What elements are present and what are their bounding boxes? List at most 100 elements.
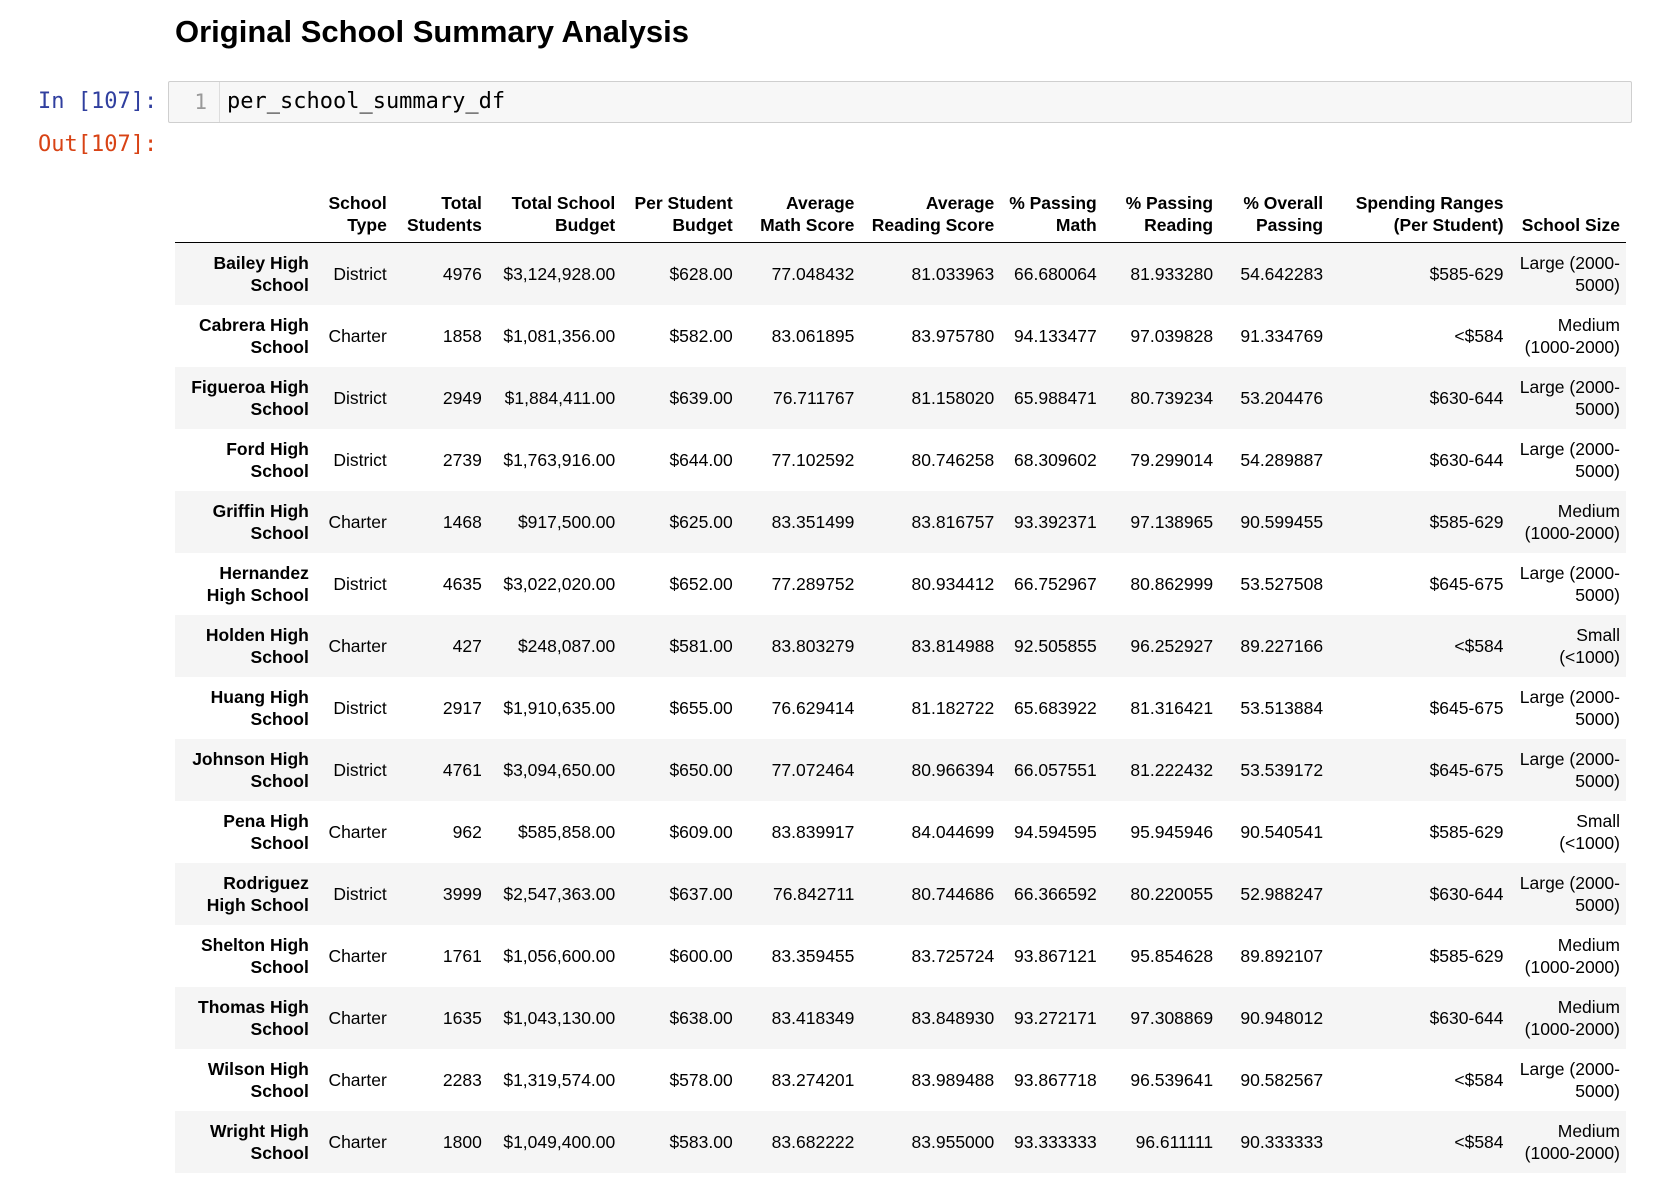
row-label: Holden High School bbox=[205, 624, 309, 667]
row-label: Huang High School bbox=[210, 686, 309, 729]
table-cell: 66.752967 bbox=[1014, 573, 1097, 594]
table-cell: Large (2000-5000) bbox=[1519, 376, 1620, 419]
table-cell: $625.00 bbox=[669, 511, 733, 532]
table-cell: District bbox=[333, 759, 387, 780]
table-cell: District bbox=[333, 573, 387, 594]
table-cell: 68.309602 bbox=[1014, 449, 1097, 470]
table-cell: $1,910,635.00 bbox=[503, 697, 616, 718]
table-cell: Large (2000-5000) bbox=[1519, 438, 1620, 481]
table-cell: <$584 bbox=[1454, 1069, 1504, 1090]
table-cell: $652.00 bbox=[669, 573, 733, 594]
table-cell: 81.158020 bbox=[911, 387, 995, 408]
table-row: Wright High School Charter 1800 $1,049,400.… bbox=[175, 1110, 1626, 1173]
table-cell: $1,049,400.00 bbox=[503, 1131, 616, 1152]
table-cell: 83.803279 bbox=[771, 635, 855, 656]
section-heading: Original School Summary Analysis bbox=[175, 14, 689, 49]
table-cell: 3999 bbox=[442, 883, 482, 904]
row-label: Figueroa High School bbox=[191, 376, 309, 419]
table-cell: Medium (1000-2000) bbox=[1524, 1120, 1620, 1163]
table-cell: $630-644 bbox=[1429, 1007, 1504, 1028]
table-cell: 1761 bbox=[442, 945, 482, 966]
table-row: Cabrera High School Charter 1858 $1,081,356… bbox=[175, 305, 1626, 367]
table-cell: $581.00 bbox=[669, 635, 733, 656]
table-cell: 90.599455 bbox=[1240, 511, 1324, 532]
table-cell: 1635 bbox=[442, 1007, 482, 1028]
column-header: % Passing Reading bbox=[1102, 160, 1220, 243]
table-cell: 96.539641 bbox=[1130, 1069, 1214, 1090]
column-header: School Size bbox=[1509, 160, 1626, 243]
table-cell: $583.00 bbox=[669, 1131, 733, 1152]
table-cell: 80.220055 bbox=[1130, 883, 1214, 904]
row-label: Cabrera High School bbox=[198, 314, 309, 357]
code-cell-input[interactable]: 1 per_school_summary_df bbox=[168, 81, 1632, 123]
table-cell: $645-675 bbox=[1429, 573, 1504, 594]
table-cell: Large (2000-5000) bbox=[1519, 562, 1620, 605]
table-cell: 2283 bbox=[442, 1069, 482, 1090]
row-label: Wilson High School bbox=[207, 1058, 309, 1101]
row-label: Thomas High School bbox=[198, 996, 309, 1039]
table-cell: 79.299014 bbox=[1130, 449, 1214, 470]
table-cell: 53.539172 bbox=[1240, 759, 1324, 780]
table-cell: Charter bbox=[328, 1131, 387, 1152]
table-cell: 90.948012 bbox=[1240, 1007, 1324, 1028]
table-cell: 89.892107 bbox=[1240, 945, 1324, 966]
column-header: % Overall Passing bbox=[1219, 160, 1330, 243]
table-cell: $1,763,916.00 bbox=[503, 449, 616, 470]
table-cell: Medium (1000-2000) bbox=[1524, 934, 1620, 977]
table-cell: Charter bbox=[328, 1069, 387, 1090]
table-cell: 77.072464 bbox=[771, 759, 855, 780]
table-cell: Large (2000-5000) bbox=[1519, 1058, 1620, 1101]
table-cell: $585-629 bbox=[1429, 945, 1504, 966]
table-cell: 83.848930 bbox=[911, 1007, 995, 1028]
row-label: Ford High School bbox=[226, 438, 309, 481]
dataframe-table: School Type Total Students Total School Bu… bbox=[175, 160, 1626, 1173]
table-cell: 90.582567 bbox=[1240, 1069, 1324, 1090]
code-line[interactable]: per_school_summary_df bbox=[227, 89, 506, 114]
table-cell: 91.334769 bbox=[1240, 325, 1324, 346]
table-cell: 90.333333 bbox=[1240, 1131, 1324, 1152]
table-cell: 96.252927 bbox=[1130, 635, 1214, 656]
table-cell: 53.527508 bbox=[1240, 573, 1324, 594]
table-cell: <$584 bbox=[1454, 325, 1504, 346]
table-cell: 89.227166 bbox=[1240, 635, 1324, 656]
table-cell: 80.934412 bbox=[911, 573, 995, 594]
table-cell: $3,094,650.00 bbox=[503, 759, 616, 780]
table-cell: District bbox=[333, 883, 387, 904]
table-cell: 94.133477 bbox=[1014, 325, 1097, 346]
table-cell: 1858 bbox=[442, 325, 482, 346]
table-cell: 80.746258 bbox=[911, 449, 995, 470]
table-cell: $630-644 bbox=[1429, 387, 1504, 408]
table-cell: 95.945946 bbox=[1130, 821, 1214, 842]
table-cell: 83.989488 bbox=[911, 1069, 995, 1090]
table-cell: $1,319,574.00 bbox=[503, 1069, 616, 1090]
table-cell: $585-629 bbox=[1429, 821, 1504, 842]
table-cell: $3,124,928.00 bbox=[503, 263, 616, 284]
table-cell: 81.933280 bbox=[1130, 263, 1214, 284]
table-cell: $650.00 bbox=[669, 759, 733, 780]
table-row: Shelton High School Charter 1761 $1,056,600… bbox=[175, 925, 1626, 987]
index-header bbox=[175, 160, 315, 243]
table-cell: 83.359455 bbox=[771, 945, 855, 966]
table-cell: 65.683922 bbox=[1014, 697, 1097, 718]
table-cell: $630-644 bbox=[1429, 883, 1504, 904]
table-cell: 95.854628 bbox=[1130, 945, 1214, 966]
table-cell: 93.272171 bbox=[1014, 1007, 1097, 1028]
table-cell: 80.966394 bbox=[911, 759, 995, 780]
table-cell: Small (<1000) bbox=[1559, 810, 1620, 853]
table-cell: 54.289887 bbox=[1240, 449, 1324, 470]
column-header: Total School Budget bbox=[487, 160, 622, 243]
table-cell: 83.682222 bbox=[771, 1131, 855, 1152]
table-cell: 2949 bbox=[442, 387, 482, 408]
column-header: Spending Ranges (Per Student) bbox=[1329, 160, 1510, 243]
table-cell: 76.711767 bbox=[772, 387, 855, 408]
row-label: Hernandez High School bbox=[206, 562, 309, 605]
row-label: Johnson High School bbox=[192, 748, 309, 791]
table-cell: Charter bbox=[328, 821, 387, 842]
table-cell: District bbox=[333, 263, 387, 284]
output-prompt: Out[107]: bbox=[38, 132, 158, 157]
column-header: Total Students bbox=[392, 160, 488, 243]
table-row: Griffin High School Charter 1468 $917,500.0… bbox=[175, 490, 1626, 553]
table-cell: District bbox=[333, 449, 387, 470]
table-cell: $638.00 bbox=[669, 1007, 733, 1028]
table-cell: $585-629 bbox=[1429, 511, 1504, 532]
